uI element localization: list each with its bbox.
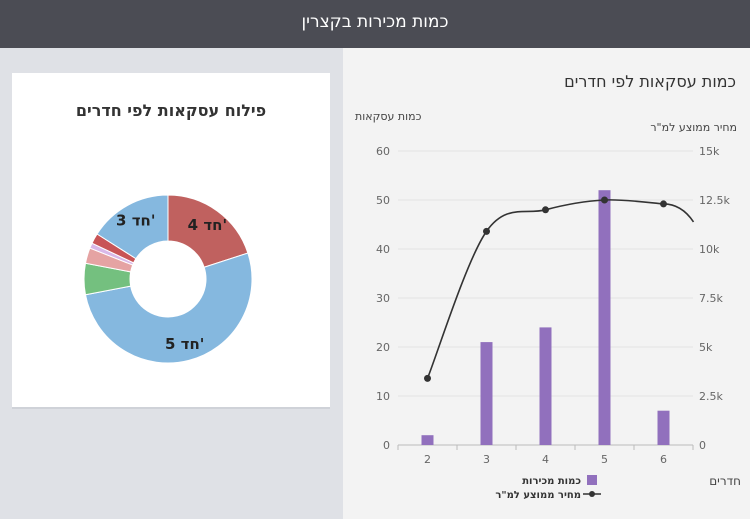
- x-tick-label: 5: [601, 453, 608, 466]
- donut-title: פילוח עסקאות לפי חדרים: [75, 101, 267, 120]
- y-axis-title-right: מחיר ממוצע למ"ר: [650, 121, 737, 134]
- y-tick-right: 5k: [699, 341, 713, 354]
- donut-slice-label: 3 חד': [116, 211, 155, 229]
- x-tick-label: 4: [542, 453, 549, 466]
- page-title: כמות מכירות בקצרין: [301, 12, 449, 32]
- bar: [598, 190, 611, 445]
- legend-bar-label: כמות מכירות: [522, 476, 581, 487]
- y-tick-left: 40: [376, 243, 390, 256]
- legend-bar-swatch: [587, 475, 597, 485]
- app-header: כמות מכירות בקצרין: [0, 0, 750, 48]
- y-tick-right: 10k: [699, 243, 720, 256]
- y-tick-right: 2.5k: [699, 390, 723, 403]
- y-tick-left: 20: [376, 341, 390, 354]
- donut-chart: 4 חד' 5 חד' 3 חד': [83, 194, 253, 364]
- panel-title: כמות עסקאות לפי חדרים: [564, 72, 736, 91]
- y-tick-right: 7.5k: [699, 292, 723, 305]
- donut-slice-label: 4 חד': [188, 216, 227, 234]
- y-axis-title-left: כמות עסקאות: [355, 110, 422, 123]
- y-tick-left: 0: [383, 439, 390, 452]
- price-point: [660, 200, 667, 208]
- y-tick-left: 60: [376, 145, 390, 158]
- legend-line-label: מחיר ממוצע למ"ר: [495, 490, 581, 501]
- combo-chart: 0 10 20 30 40 50 60 0 2.5k 5k 7.5k 10k 12.5k 15k 2 3 4 5 6…: [355, 110, 741, 501]
- price-point: [424, 374, 431, 382]
- y-tick-left: 30: [376, 292, 390, 305]
- left-panel: פילוח עסקאות לפי חדרים 4 חד' 5 חד' 3 חד': [0, 48, 343, 519]
- y-tick-left: 10: [376, 390, 390, 403]
- y-tick-right: 12.5k: [699, 194, 730, 207]
- x-tick-label: 3: [483, 453, 490, 466]
- y-tick-right: 0: [699, 439, 706, 452]
- donut-card: פילוח עסקאות לפי חדרים 4 חד' 5 חד' 3 חד': [12, 73, 330, 409]
- x-axis-title: חדרים: [709, 474, 741, 488]
- x-tick-label: 6: [660, 453, 667, 466]
- donut-slice: [96, 194, 169, 260]
- donut-slice-label: 5 חד': [165, 335, 204, 353]
- price-point: [483, 227, 490, 235]
- right-panel: כמות עסקאות לפי חדרים 0 10 20 30 40 50 60 0 2.5k…: [343, 48, 750, 519]
- bar: [539, 327, 552, 445]
- x-tick-label: 2: [424, 453, 431, 466]
- y-tick-right: 15k: [699, 145, 720, 158]
- price-point: [542, 206, 549, 214]
- donut-slice: [84, 252, 253, 364]
- bar: [657, 410, 670, 445]
- price-point: [601, 196, 608, 204]
- bar: [480, 342, 493, 445]
- y-tick-left: 50: [376, 194, 390, 207]
- legend-line-marker: [589, 491, 595, 497]
- price-line: [426, 199, 695, 379]
- bar: [421, 435, 434, 445]
